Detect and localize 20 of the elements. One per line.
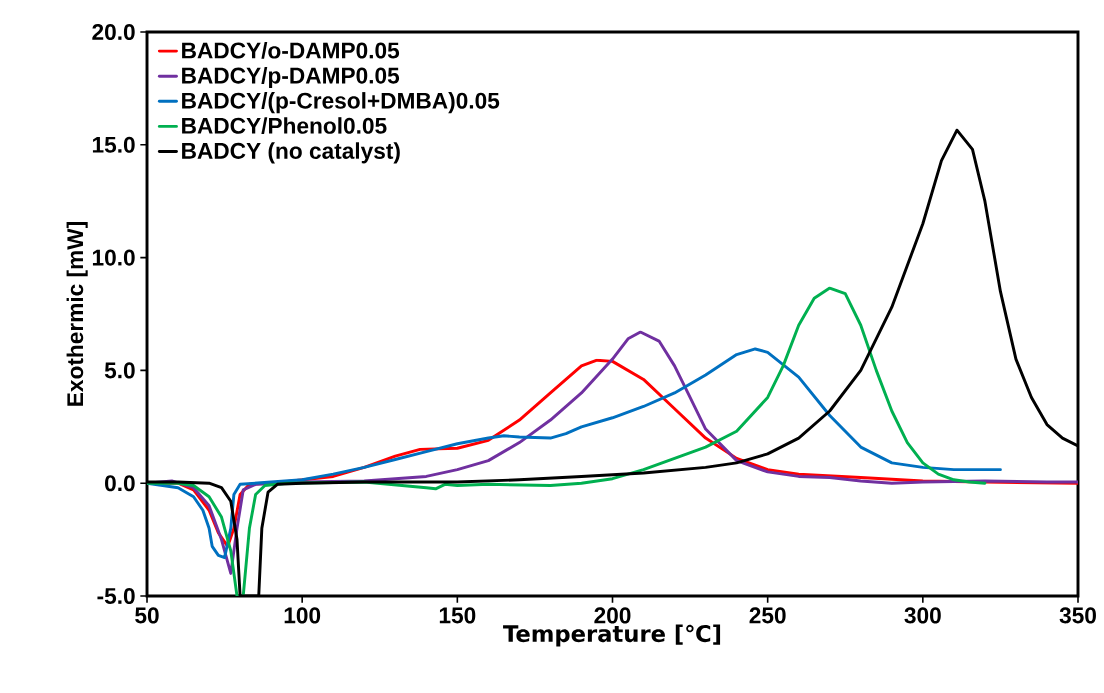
y-tick-label: 10.0 [92,249,135,266]
x-tick-label: 150 [439,607,476,624]
y-axis-title: Exothermic [mW] [66,222,88,406]
x-tick-label: 250 [749,607,786,624]
legend-label: BADCY/p-DAMP0.05 [182,67,400,89]
x-tick-label: 300 [904,607,941,624]
legend-label: BADCY/Phenol0.05 [182,117,387,135]
y-tick-label: 5.0 [104,362,135,379]
x-tick-label: 100 [284,607,321,624]
x-axis-title: Temperature [℃] [503,624,721,647]
x-tick-label: 200 [594,607,631,624]
x-tick-label: 350 [1059,607,1096,624]
legend-label: BADCY/o-DAMP0.05 [182,41,400,59]
y-tick-label: -5.0 [97,587,135,605]
legend-label: BADCY/(p-Cresol+DMBA)0.05 [182,92,500,114]
y-tick-label: 15.0 [92,136,135,153]
x-tick-label: 50 [135,607,159,624]
y-tick-label: 0.0 [105,475,135,492]
y-tick-label: 20.0 [92,23,135,41]
legend-label: BADCY (no catalyst) [182,142,400,164]
